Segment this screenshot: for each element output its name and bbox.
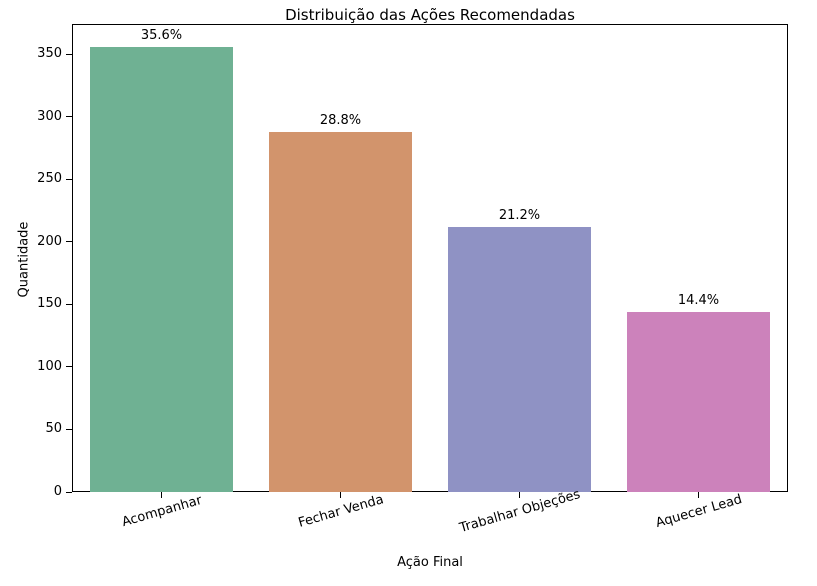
y-tick-label: 0 (53, 484, 62, 499)
bar-value-label: 28.8% (319, 112, 362, 128)
bar-value-label: 14.4% (677, 292, 720, 308)
y-tick-label: 200 (37, 233, 62, 249)
x-tick-mark (340, 492, 341, 498)
bar (626, 311, 771, 492)
x-tick-mark (519, 492, 520, 498)
bar (447, 226, 592, 492)
y-tick-label: 350 (37, 46, 62, 62)
y-tick-mark (66, 178, 72, 180)
y-tick-mark (66, 116, 72, 118)
bar-value-label: 21.2% (498, 207, 541, 223)
y-tick-mark (66, 366, 72, 368)
y-tick-label: 300 (37, 108, 62, 124)
y-tick-mark (66, 241, 72, 243)
y-tick-mark (66, 53, 72, 55)
y-tick-label: 100 (37, 358, 62, 374)
y-tick-label: 50 (45, 421, 62, 437)
x-tick-mark (161, 492, 162, 498)
y-tick-mark (66, 428, 72, 430)
y-tick-label: 150 (37, 296, 62, 312)
y-tick-label: 250 (37, 171, 62, 187)
x-axis-label: Ação Final (397, 555, 463, 570)
bar (268, 131, 413, 492)
bar (89, 46, 234, 492)
bar-value-label: 35.6% (140, 27, 183, 43)
y-tick-mark (66, 303, 72, 305)
chart-title: Distribuição das Ações Recomendadas (285, 6, 575, 24)
x-tick-mark (698, 492, 699, 498)
y-tick-mark (66, 491, 72, 493)
